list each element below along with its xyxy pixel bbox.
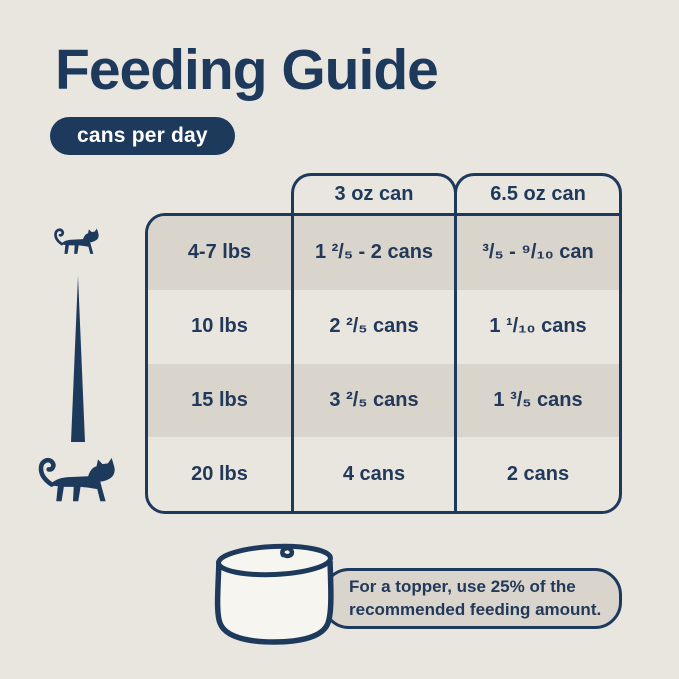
weight-cell: 10 lbs (191, 315, 248, 338)
column-header-3oz: 3 oz can (291, 173, 457, 213)
small-cat-icon (54, 228, 99, 254)
small-can-cell: 4 cans (291, 437, 454, 511)
badge-label: cans per day (77, 124, 208, 147)
table-row: 20 lbs 4 cans 2 cans (148, 437, 619, 511)
table-row: 15 lbs 3 ²/₅ cans 1 ³/₅ cans (148, 363, 619, 438)
table-row: 10 lbs 2 ²/₅ cans 1 ¹/₁₀ cans (148, 289, 619, 364)
small-can-cell: 3 ²/₅ cans (291, 363, 454, 438)
food-can-icon (214, 543, 334, 645)
large-can-cell: 1 ³/₅ cans (454, 363, 619, 438)
page-title: Feeding Guide (55, 38, 439, 102)
topper-note-line2: recommended feeding amount. (349, 599, 602, 619)
weight-cell: 15 lbs (191, 388, 248, 411)
small-can-cell: 1 ²/₅ - 2 cans (291, 216, 454, 290)
table-row: 4-7 lbs 1 ²/₅ - 2 cans ³/₅ - ⁹/₁₀ can (148, 216, 619, 290)
large-can-cell: 1 ¹/₁₀ cans (454, 289, 619, 364)
column-header-3oz-label: 3 oz can (334, 183, 414, 205)
large-can-cell: ³/₅ - ⁹/₁₀ can (454, 216, 619, 290)
weight-cell: 4-7 lbs (187, 241, 252, 264)
feeding-table-body: 4-7 lbs 1 ²/₅ - 2 cans ³/₅ - ⁹/₁₀ can 10… (145, 213, 622, 514)
large-can-cell: 2 cans (454, 437, 619, 511)
column-header-6-5oz-label: 6.5 oz can (490, 183, 586, 205)
topper-note: For a topper, use 25% of the recommended… (322, 568, 622, 629)
feeding-table: 3 oz can 6.5 oz can 4-7 lbs 1 ²/₅ - 2 ca… (145, 173, 622, 514)
size-gradient-triangle-icon (71, 276, 85, 442)
topper-note-line1: For a topper, use 25% of the (349, 576, 576, 596)
large-cat-icon (38, 457, 115, 502)
weight-cell: 20 lbs (191, 462, 248, 485)
small-can-cell: 2 ²/₅ cans (291, 289, 454, 364)
column-header-6-5oz: 6.5 oz can (454, 173, 622, 213)
cans-per-day-badge: cans per day (50, 117, 235, 155)
